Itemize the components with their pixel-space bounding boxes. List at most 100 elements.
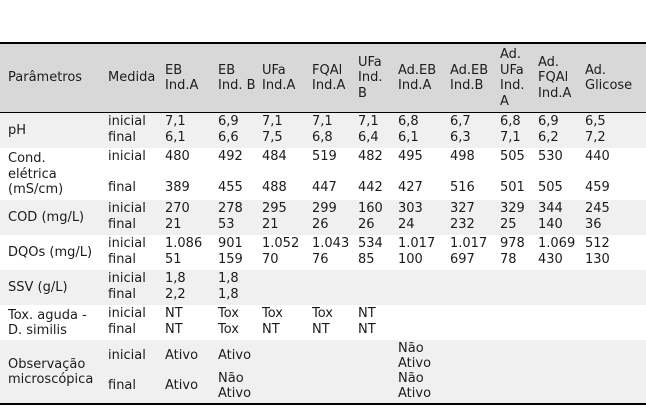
value-line: 36 [585, 216, 602, 232]
value-cell: 492 455 [218, 148, 262, 200]
value-line: 1.086 [165, 236, 203, 251]
value-line: 1.043 [312, 236, 350, 251]
medida-line: inicial [108, 306, 146, 321]
value-line [262, 371, 308, 401]
value-cell: 245 36 [585, 200, 646, 235]
value-line: 1.052 [262, 236, 300, 251]
value-cell: 6,8 7,1 [500, 112, 538, 148]
medida-line: final [108, 216, 137, 232]
value-cell: 6,8 6,1 [398, 112, 450, 148]
value-line: Não Ativo [398, 370, 432, 402]
value-line: 7,1 [262, 114, 283, 129]
value-line: Ativo [218, 348, 252, 364]
value-line: 501 [500, 179, 525, 195]
value-line [585, 306, 642, 322]
param-cell: DQOs (mg/L) [8, 245, 93, 261]
value-cell: 1.017 697 [450, 235, 500, 270]
value-line: 344 [538, 201, 563, 216]
header-eb-ind-a: EB Ind.A [165, 43, 218, 113]
value-line: 2,2 [165, 286, 186, 302]
value-cell: 901 159 [218, 235, 262, 270]
value-line [358, 371, 394, 401]
value-cell: 7,1 6,4 [358, 112, 398, 148]
value-line: 482 [358, 149, 383, 164]
value-line [585, 271, 642, 287]
value-cell: 519 447 [312, 148, 358, 200]
value-cell: Tox NT [312, 305, 358, 340]
value-line: 534 [358, 236, 383, 251]
header-eb-ind-b: EB Ind. B [218, 43, 262, 113]
value-line: 6,7 [450, 114, 471, 129]
medida-line: final [108, 378, 137, 394]
value-line [358, 287, 394, 303]
header-row: Parâmetros Medida EB Ind.A EB Ind. B UFa… [0, 43, 646, 113]
value-line: 24 [398, 216, 415, 232]
value-line: 6,8 [312, 129, 333, 145]
value-line: 26 [358, 216, 375, 232]
value-cell: 160 26 [358, 200, 398, 235]
value-line: 160 [358, 201, 383, 216]
header-medida: Medida [108, 43, 165, 113]
value-line: 1,8 [165, 271, 186, 286]
value-line: 278 [218, 201, 243, 216]
value-line [398, 287, 446, 303]
value-line: 7,1 [165, 114, 186, 129]
value-line: 100 [398, 251, 423, 267]
value-line: 70 [262, 251, 279, 267]
medida-cell: inicial final [108, 112, 165, 148]
value-line: 512 [585, 236, 610, 251]
header-ad-eb-ind-a: Ad.EB Ind.A [398, 43, 450, 113]
value-line [450, 341, 496, 371]
value-line [450, 322, 496, 338]
value-cell [312, 340, 358, 404]
value-cell [585, 340, 646, 404]
value-line [500, 341, 534, 371]
medida-line: inicial [108, 348, 146, 364]
value-cell: 1,8 1,8 [218, 270, 262, 305]
value-line: 7,1 [312, 114, 333, 129]
value-cell: 7,1 7,5 [262, 112, 312, 148]
table-header: Parâmetros Medida EB Ind.A EB Ind. B UFa… [0, 43, 646, 113]
value-cell: 303 24 [398, 200, 450, 235]
value-line: 1.017 [450, 236, 488, 251]
value-cell [538, 305, 585, 340]
results-table: Parâmetros Medida EB Ind.A EB Ind. B UFa… [0, 42, 646, 405]
value-line: Ativo [165, 348, 199, 364]
medida-line: inicial [108, 114, 146, 129]
value-line [500, 322, 534, 338]
value-line: 488 [262, 179, 287, 195]
value-line [358, 341, 394, 371]
value-line: NT [312, 321, 330, 337]
value-line [450, 306, 496, 322]
value-line: NT [262, 321, 280, 337]
param-cell: COD (mg/L) [0, 200, 108, 235]
value-line [312, 271, 354, 287]
value-line: 442 [358, 179, 383, 195]
value-cell: Não Ativo Não Ativo [398, 340, 450, 404]
value-cell: 1.017 100 [398, 235, 450, 270]
value-line: 53 [218, 216, 235, 232]
value-cell: NT NT [358, 305, 398, 340]
value-line [585, 371, 642, 401]
value-line [450, 371, 496, 401]
value-cell: 978 78 [500, 235, 538, 270]
header-ad-ufa-ind-a: Ad. UFa Ind. A [500, 43, 538, 113]
value-line: 430 [538, 251, 563, 267]
value-line: 516 [450, 179, 475, 195]
value-line [585, 341, 642, 371]
value-line: Não Ativo [398, 340, 432, 372]
value-line [262, 287, 308, 303]
value-cell: 329 25 [500, 200, 538, 235]
value-line: 901 [218, 236, 243, 251]
value-cell: Ativo Ativo [165, 340, 218, 404]
value-line: NT [165, 321, 183, 337]
value-line: Tox [262, 306, 283, 321]
value-line: 6,1 [165, 129, 186, 145]
value-cell [398, 305, 450, 340]
value-line: 6,1 [398, 129, 419, 145]
value-cell: 1,8 2,2 [165, 270, 218, 305]
value-line [398, 306, 446, 322]
value-line: 327 [450, 201, 475, 216]
table-row: DQOs (mg/L) inicial final 1.086 51 901 159 1.05… [0, 235, 646, 270]
